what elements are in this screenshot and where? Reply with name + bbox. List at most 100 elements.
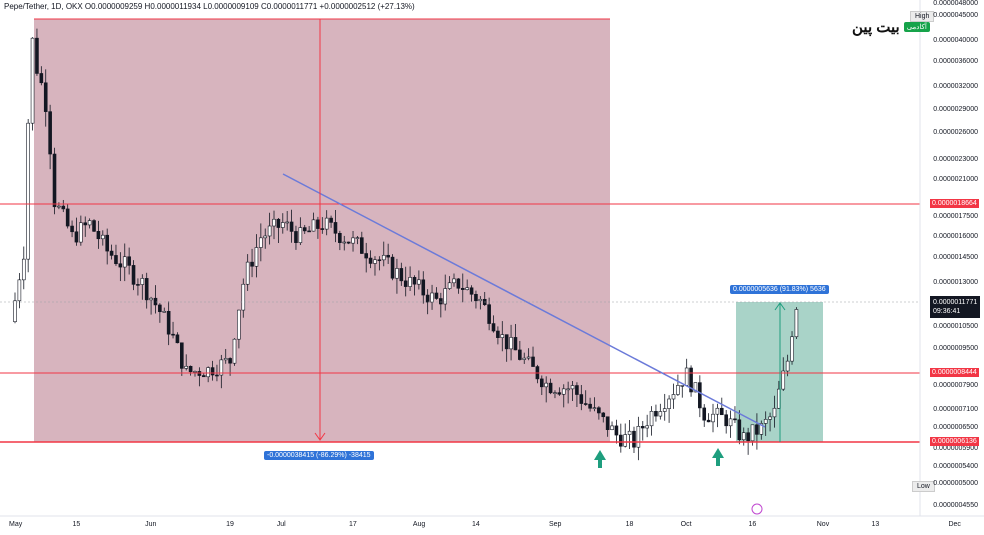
candle-body xyxy=(280,222,285,228)
candle-body xyxy=(504,334,509,350)
bar-countdown: 09:36:41 xyxy=(933,308,961,315)
candle-body xyxy=(201,375,206,378)
candle-body xyxy=(496,330,500,338)
candle-body xyxy=(302,227,307,232)
candle-body xyxy=(136,284,140,286)
candle-body xyxy=(377,259,382,262)
price-axis-label: 0.0000005900 xyxy=(933,445,978,452)
candle-body xyxy=(65,208,70,227)
candle-body xyxy=(614,425,619,436)
candle-body xyxy=(412,277,417,285)
time-axis-label: 13 xyxy=(871,521,880,528)
candle-body xyxy=(17,279,22,302)
candle-body xyxy=(144,278,149,301)
candle-body xyxy=(386,254,390,258)
candle-body xyxy=(92,220,96,232)
candle-body xyxy=(785,360,790,372)
price-axis-label: 0.0000026000 xyxy=(933,129,978,136)
candle-body xyxy=(316,219,320,229)
price-axis-label: 0.0000007900 xyxy=(933,382,978,389)
candle-body xyxy=(724,414,728,427)
candle-body xyxy=(794,309,799,338)
candle-body xyxy=(13,300,17,323)
candle-body xyxy=(87,220,92,226)
candle-body xyxy=(561,388,566,395)
candle-body xyxy=(408,277,412,287)
candle-body xyxy=(768,416,772,420)
candle-body xyxy=(632,430,636,448)
candle-body xyxy=(250,261,254,267)
price-axis-label: 0.0000048000 xyxy=(933,0,978,7)
candle-body xyxy=(421,279,426,296)
level-tag-1: 0.0000018664 xyxy=(930,199,979,208)
current-price-tag: 0.0000011771 09:36:41 xyxy=(930,296,981,318)
candle-body xyxy=(439,298,443,305)
candle-body xyxy=(30,37,35,124)
candle-body xyxy=(52,153,57,208)
candle-body xyxy=(500,334,505,338)
candle-body xyxy=(254,247,259,267)
candle-body xyxy=(259,237,263,248)
high-label: High xyxy=(910,11,935,22)
candle-body xyxy=(544,382,548,388)
candle-body xyxy=(158,304,162,313)
time-axis-label: 19 xyxy=(226,521,234,528)
candle-body xyxy=(640,426,645,429)
candle-body xyxy=(649,410,654,427)
time-axis-label: 17 xyxy=(349,521,357,528)
candle-body xyxy=(105,234,109,252)
candle-body xyxy=(237,309,241,340)
candle-body xyxy=(741,432,746,441)
measure-arrowhead-down xyxy=(314,432,326,441)
price-axis-label: 0.0000040000 xyxy=(933,37,978,44)
price-axis-label: 0.0000045000 xyxy=(933,12,978,19)
candle-body xyxy=(245,261,250,285)
candle-body xyxy=(522,357,527,360)
candle-body xyxy=(425,294,430,303)
candle-body xyxy=(636,426,641,448)
candle-body xyxy=(26,122,30,260)
candle-body xyxy=(311,219,316,232)
candle-body xyxy=(509,337,513,350)
candle-body xyxy=(711,413,715,423)
candle-body xyxy=(658,411,663,417)
descending-trendline[interactable] xyxy=(282,173,766,428)
candle-body xyxy=(381,254,386,261)
candle-body xyxy=(781,370,786,390)
candle-body xyxy=(592,407,597,410)
candle-body xyxy=(478,298,483,302)
candle-body xyxy=(267,225,272,237)
candle-body xyxy=(307,230,311,233)
candle-body xyxy=(662,408,667,412)
candle-body xyxy=(298,227,303,243)
candle-body xyxy=(750,424,755,442)
candle-body xyxy=(706,419,711,423)
candle-body xyxy=(579,394,584,404)
price-axis-label: 0.0000006500 xyxy=(933,424,978,431)
event-marker-icon[interactable] xyxy=(751,503,763,515)
candle-body xyxy=(790,336,794,362)
candle-body xyxy=(399,268,404,282)
candle-body xyxy=(48,111,52,155)
measure-down-label: -0.0000038415 (-86.29%) -38415 xyxy=(264,451,374,460)
low-label: Low xyxy=(912,481,935,492)
candle-body xyxy=(96,231,101,240)
measure-arrowhead-up xyxy=(774,302,786,311)
candle-body xyxy=(373,259,377,264)
candle-body xyxy=(118,263,123,268)
price-axis-label: 0.0000029000 xyxy=(933,106,978,113)
candle-body xyxy=(627,430,632,435)
brand-logo: بیت پین آکادمی xyxy=(852,18,930,36)
candle-body xyxy=(228,358,232,364)
candle-body xyxy=(210,367,215,376)
candle-body xyxy=(101,234,105,240)
candle-body xyxy=(320,228,325,230)
price-axis-label: 0.0000005400 xyxy=(933,463,978,470)
candle-body xyxy=(171,333,175,336)
price-axis-label: 0.0000009500 xyxy=(933,345,978,352)
time-axis-label: 14 xyxy=(471,521,480,528)
candle-body xyxy=(149,297,153,301)
candle-body xyxy=(162,310,167,313)
